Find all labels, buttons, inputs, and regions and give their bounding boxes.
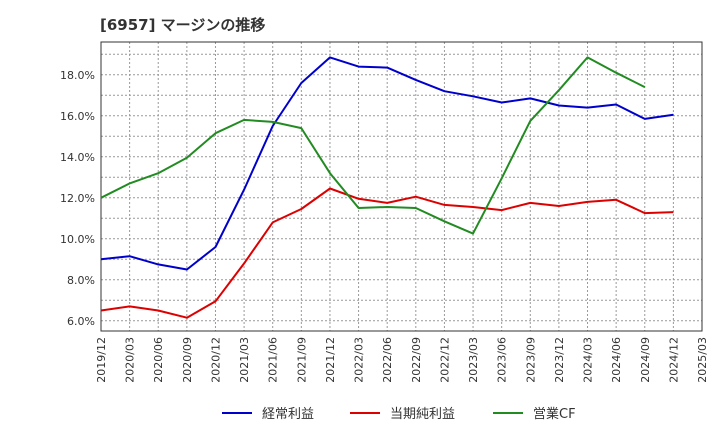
x-tick-label: 2024/03 xyxy=(582,337,595,383)
y-tick-label: 10.0% xyxy=(60,233,95,246)
series-line-3 xyxy=(100,56,646,235)
x-tick-label: 2021/12 xyxy=(324,337,337,383)
x-tick-label: 2023/06 xyxy=(496,337,509,383)
plot-area xyxy=(101,42,702,331)
legend-label-1: 経常利益 xyxy=(262,407,314,422)
x-tick-label: 2020/09 xyxy=(181,337,194,383)
x-tick-label: 2020/12 xyxy=(209,337,222,383)
x-tick-label: 2023/12 xyxy=(553,337,566,383)
series-line-2 xyxy=(100,187,674,319)
chart-title: [6957] マージンの推移 xyxy=(100,16,266,34)
x-tick-label: 2023/09 xyxy=(524,337,537,383)
series-line-1 xyxy=(100,56,674,271)
legend-label-2: 当期純利益 xyxy=(390,407,455,422)
x-tick-label: 2025/03 xyxy=(696,337,709,383)
x-tick-label: 2021/03 xyxy=(238,337,251,383)
x-tick-label: 2024/06 xyxy=(610,337,623,383)
x-tick-label: 2019/12 xyxy=(95,337,108,383)
x-tick-label: 2021/09 xyxy=(295,337,308,383)
x-tick-label: 2021/06 xyxy=(267,337,280,383)
legend-label-3: 営業CF xyxy=(533,406,576,422)
y-tick-label: 8.0% xyxy=(67,274,95,287)
x-tick-label: 2022/09 xyxy=(410,337,423,383)
x-tick-label: 2020/06 xyxy=(152,337,165,383)
y-tick-label: 16.0% xyxy=(60,110,95,123)
x-tick-label: 2024/09 xyxy=(639,337,652,383)
y-tick-label: 6.0% xyxy=(67,315,95,328)
y-tick-label: 18.0% xyxy=(60,69,95,82)
x-tick-label: 2022/03 xyxy=(353,337,366,383)
plot-frame xyxy=(100,41,703,332)
x-tick-label: 2024/12 xyxy=(667,337,680,383)
y-tick-label: 12.0% xyxy=(60,192,95,205)
x-tick-label: 2023/03 xyxy=(467,337,480,383)
x-tick-label: 2022/06 xyxy=(381,337,394,383)
y-tick-label: 14.0% xyxy=(60,151,95,164)
x-tick-label: 2020/03 xyxy=(124,337,137,383)
x-tick-label: 2022/12 xyxy=(438,337,451,383)
